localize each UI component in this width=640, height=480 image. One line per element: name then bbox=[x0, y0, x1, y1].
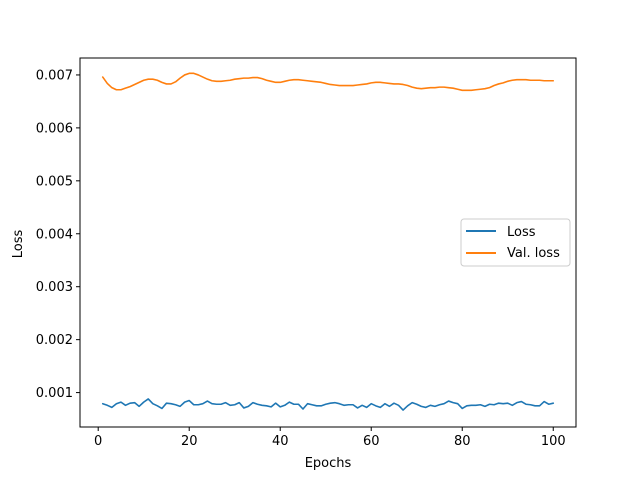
x-tick-label: 20 bbox=[181, 434, 198, 449]
ticks-layer: 0 20 40 60 80 100 0.001 0.002 0.003 0.004 0.005 0.0… bbox=[36, 68, 566, 449]
x-axis-label: Epochs bbox=[305, 456, 352, 471]
y-tick-label: 0.003 bbox=[36, 280, 73, 295]
legend-label-loss: Loss bbox=[507, 225, 536, 240]
series-layer bbox=[101, 72, 555, 411]
legend: Loss Val. loss bbox=[460, 218, 571, 267]
x-tick-label: 0 bbox=[94, 434, 102, 449]
y-tick-label: 0.005 bbox=[36, 174, 73, 189]
x-tick-label: 100 bbox=[541, 434, 566, 449]
y-axis-label: Loss bbox=[11, 230, 26, 259]
x-tick-label: 40 bbox=[272, 434, 289, 449]
series-line-loss bbox=[101, 398, 555, 411]
legend-label-val-loss: Val. loss bbox=[507, 246, 560, 261]
y-tick-label: 0.002 bbox=[36, 333, 73, 348]
series-line-val-loss bbox=[101, 72, 555, 92]
x-tick-label: 60 bbox=[363, 434, 380, 449]
plot-frame bbox=[79, 57, 577, 428]
x-tick-label: 80 bbox=[454, 434, 471, 449]
y-tick-label: 0.006 bbox=[36, 121, 73, 136]
y-tick-label: 0.004 bbox=[36, 227, 73, 242]
y-tick-label: 0.001 bbox=[36, 386, 73, 401]
y-tick-label: 0.007 bbox=[36, 68, 73, 83]
